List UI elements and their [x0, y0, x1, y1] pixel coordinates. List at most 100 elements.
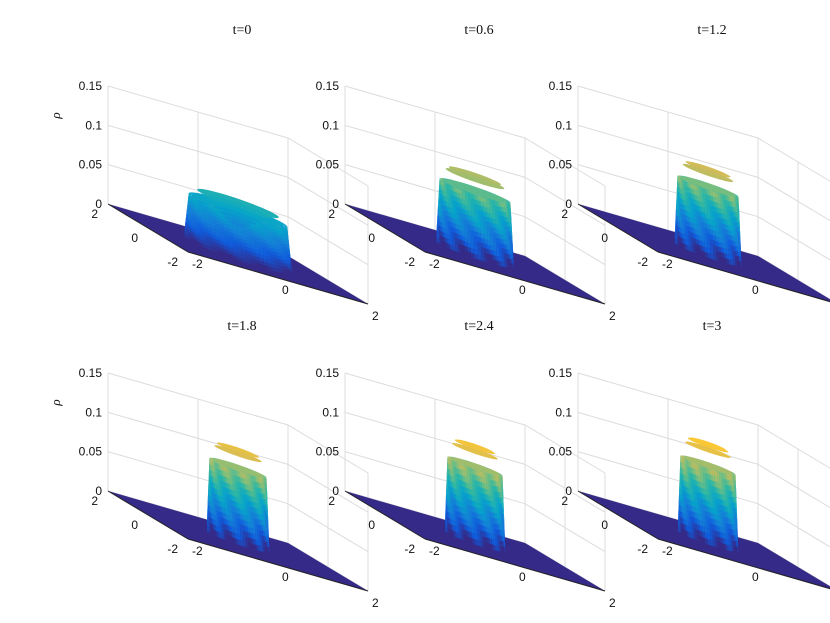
surface-patch — [474, 203, 478, 210]
surface-patch — [474, 528, 478, 535]
surface-patch — [285, 247, 288, 251]
surface-patch — [499, 211, 503, 217]
surface-patch — [448, 485, 451, 492]
surface-patch — [477, 204, 481, 211]
surface-patch — [689, 211, 692, 218]
surface-patch — [208, 490, 210, 496]
surface-patch — [245, 541, 249, 548]
surface-patch — [246, 259, 252, 265]
surface-patch — [446, 197, 449, 203]
surface-patch — [450, 208, 454, 214]
surface-patch — [216, 499, 219, 506]
surface-patch — [707, 233, 711, 240]
surface-patch — [505, 212, 508, 218]
surface-patch — [224, 497, 228, 505]
surface-patch — [219, 234, 224, 240]
surface-patch — [444, 191, 448, 198]
surface-patch — [443, 195, 445, 201]
surface-patch — [736, 202, 738, 208]
surface-patch — [699, 225, 702, 232]
surface-patch — [247, 495, 251, 502]
surface-patch — [689, 216, 692, 223]
surface-patch — [685, 186, 688, 192]
surface-patch — [474, 194, 478, 201]
surface-patch — [219, 522, 223, 529]
surface-patch — [507, 207, 509, 213]
surface-patch — [265, 515, 268, 521]
surface-patch — [440, 185, 443, 191]
surface-patch — [477, 245, 481, 252]
surface-patch — [448, 517, 451, 524]
surface-patch — [252, 528, 256, 535]
surface-patch — [452, 476, 455, 483]
surface-patch — [286, 250, 289, 254]
surface-patch — [688, 245, 691, 252]
surface-patch — [683, 185, 686, 191]
surface-patch — [448, 496, 450, 502]
surface-patch — [446, 483, 448, 490]
surface-patch — [674, 228, 676, 234]
surface-patch — [206, 525, 208, 532]
surface-patch — [504, 257, 507, 263]
surface-patch — [241, 229, 246, 235]
surface-patch — [265, 531, 267, 537]
surface-patch — [291, 266, 292, 270]
surface-patch — [466, 525, 470, 532]
surface-patch — [242, 509, 246, 516]
surface-patch — [707, 228, 711, 235]
surface-patch — [247, 526, 251, 533]
surface-patch — [214, 488, 217, 495]
surface-patch — [219, 218, 225, 224]
surface-patch — [678, 231, 681, 238]
surface-patch — [237, 481, 241, 488]
surface-patch — [265, 509, 267, 516]
surface-patch — [469, 537, 472, 544]
surface-patch — [687, 182, 691, 188]
surface-patch — [191, 225, 195, 230]
surface-patch — [725, 224, 729, 230]
surface-patch — [241, 258, 247, 264]
surface-patch — [471, 193, 475, 200]
surface-patch — [725, 219, 729, 226]
surface-patch — [263, 546, 265, 553]
surface-patch — [262, 535, 265, 542]
surface-patch — [285, 244, 288, 248]
surface-patch — [693, 233, 697, 240]
surface-patch — [710, 205, 713, 211]
surface-patch — [438, 206, 441, 212]
surface-patch — [471, 516, 475, 523]
surface-patch — [267, 525, 269, 532]
surface-patch — [443, 218, 446, 225]
surface-patch — [272, 235, 277, 240]
surface-patch — [241, 242, 247, 248]
surface-patch — [737, 197, 739, 203]
surface-patch — [444, 242, 448, 248]
surface-patch — [252, 486, 255, 492]
surface-patch — [458, 479, 461, 486]
surface-patch — [278, 230, 281, 234]
surface-patch — [247, 511, 251, 518]
surface-patch — [280, 259, 284, 264]
surface-patch — [474, 533, 478, 540]
surface-patch — [288, 239, 289, 244]
surface-patch — [448, 202, 452, 209]
surface-patch — [696, 239, 699, 245]
surface-patch — [290, 269, 292, 274]
surface-patch — [188, 197, 190, 202]
surface-patch — [241, 251, 247, 257]
surface-patch — [707, 252, 711, 259]
surface-patch — [222, 517, 225, 524]
surface-patch — [186, 208, 188, 213]
y-axis-line — [107, 490, 189, 540]
surface-patch — [265, 483, 267, 489]
surface-patch — [509, 203, 511, 208]
surface-patch — [206, 525, 208, 532]
surface-patch — [212, 212, 217, 218]
surface-patch — [258, 508, 261, 515]
surface-patch — [227, 467, 231, 474]
surface-patch — [447, 500, 449, 507]
surface-patch — [503, 239, 506, 245]
surface-patch — [439, 234, 442, 241]
surface-patch — [208, 210, 213, 216]
surface-patch — [194, 201, 197, 206]
